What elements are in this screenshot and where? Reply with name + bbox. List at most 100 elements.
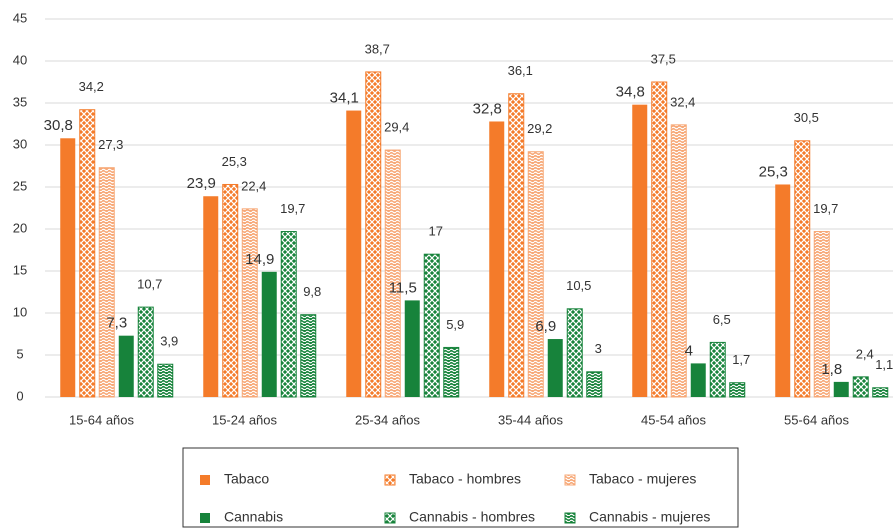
bar [690, 363, 706, 397]
legend-marker [200, 513, 210, 523]
bar [586, 371, 603, 398]
data-label: 3 [595, 341, 602, 356]
bar [157, 363, 174, 398]
legend-marker [384, 474, 396, 486]
bar [813, 231, 830, 398]
legend-label: Tabaco [224, 471, 269, 487]
y-tick-label: 25 [13, 178, 27, 193]
bar [203, 196, 219, 397]
data-label: 9,8 [303, 284, 321, 299]
legend-label: Cannabis - hombres [409, 509, 535, 525]
data-label: 1,7 [732, 352, 750, 367]
bar [404, 300, 420, 397]
bar [527, 151, 544, 398]
bar [241, 208, 258, 398]
legend-label: Cannabis - mujeres [589, 509, 710, 525]
bar [79, 109, 96, 398]
data-label: 32,4 [670, 94, 695, 109]
bar [365, 71, 382, 398]
bar [729, 382, 746, 398]
y-tick-label: 0 [16, 388, 23, 403]
data-label: 29,4 [384, 119, 409, 134]
bar [118, 335, 134, 397]
data-label: 19,7 [813, 201, 838, 216]
data-label: 5,9 [446, 317, 464, 332]
data-label: 29,2 [527, 121, 552, 136]
legend-marker [384, 512, 396, 524]
y-tick-label: 30 [13, 136, 27, 151]
data-label: 7,3 [106, 315, 127, 332]
x-tick-label: 15-64 años [69, 412, 135, 427]
data-label: 27,3 [98, 137, 123, 152]
data-label: 30,8 [44, 117, 73, 134]
x-tick-label: 45-54 años [641, 412, 707, 427]
bar [670, 124, 687, 398]
bar [423, 253, 440, 398]
bar [651, 81, 668, 398]
bar [794, 140, 811, 398]
data-label: 17 [429, 224, 443, 239]
bar [872, 387, 889, 398]
data-label: 1,1 [875, 357, 893, 372]
bar [280, 231, 297, 398]
data-label: 22,4 [241, 178, 266, 193]
bar [384, 149, 401, 398]
legend-marker [200, 475, 210, 485]
bar [709, 341, 726, 398]
data-label: 11,5 [389, 279, 417, 296]
data-label: 34,2 [79, 79, 104, 94]
bar [222, 183, 239, 398]
bar [489, 121, 505, 397]
bar [137, 306, 154, 398]
data-label: 3,9 [160, 334, 178, 349]
y-tick-label: 45 [13, 10, 27, 25]
legend-marker [564, 512, 576, 524]
x-tick-label: 15-24 años [212, 412, 278, 427]
bar [443, 346, 460, 398]
bar [547, 339, 563, 397]
data-label: 2,4 [856, 346, 874, 361]
data-label: 36,1 [508, 63, 533, 78]
data-label: 4 [685, 342, 693, 359]
data-label: 25,3 [759, 163, 788, 180]
legend-label: Cannabis [224, 509, 283, 525]
data-label: 38,7 [365, 41, 390, 56]
bar [261, 271, 277, 397]
data-label: 30,5 [794, 110, 819, 125]
legend-marker [564, 474, 576, 486]
y-tick-label: 10 [13, 304, 27, 319]
bar [566, 308, 583, 398]
y-tick-label: 35 [13, 94, 27, 109]
data-label: 37,5 [651, 51, 676, 66]
legend-box [182, 447, 739, 528]
y-tick-label: 20 [13, 220, 27, 235]
data-label: 34,1 [330, 90, 359, 107]
data-label: 34,8 [616, 84, 645, 101]
data-label: 23,9 [187, 175, 216, 192]
data-label: 1,8 [821, 361, 842, 378]
data-label: 19,7 [280, 201, 305, 216]
data-label: 10,5 [566, 278, 591, 293]
bar [833, 381, 849, 397]
bar [300, 314, 317, 398]
legend-label: Tabaco - hombres [409, 471, 521, 487]
bar [775, 184, 791, 397]
bar [852, 376, 869, 398]
data-label: 6,5 [713, 312, 731, 327]
y-tick-label: 40 [13, 52, 27, 67]
data-label: 32,8 [473, 100, 502, 117]
legend-label: Tabaco - mujeres [589, 471, 696, 487]
y-tick-label: 15 [13, 262, 27, 277]
data-label: 25,3 [222, 154, 247, 169]
data-label: 14,9 [245, 251, 274, 268]
data-label: 6,9 [535, 318, 556, 335]
bar [508, 93, 525, 398]
bar [98, 167, 115, 398]
x-tick-label: 55-64 años [784, 412, 850, 427]
bar [632, 104, 648, 398]
data-label: 10,7 [137, 277, 162, 292]
y-tick-label: 5 [16, 346, 23, 361]
bar [346, 110, 362, 397]
bar [60, 138, 76, 397]
